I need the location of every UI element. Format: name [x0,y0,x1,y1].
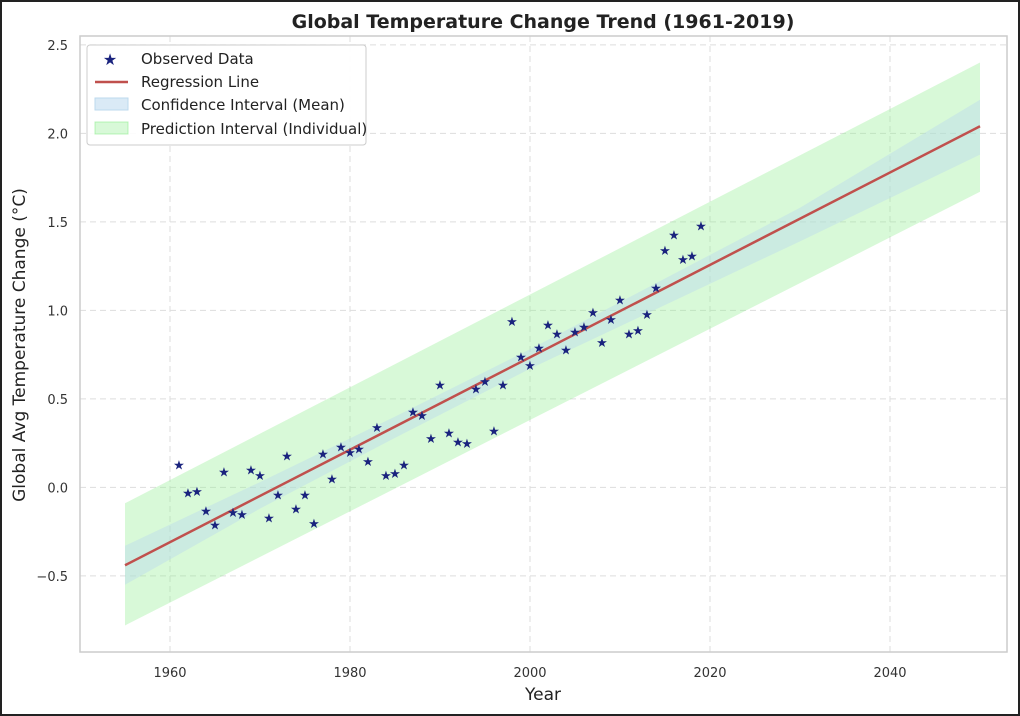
legend-label-confidence: Confidence Interval (Mean) [141,96,345,114]
data-point: ★ [344,446,356,461]
data-point: ★ [524,359,536,374]
data-point: ★ [326,473,338,488]
legend: ★ Observed Data Regression Line Confiden… [86,44,367,146]
data-point: ★ [317,448,329,463]
x-tick-label: 2040 [873,666,906,681]
data-point: ★ [560,343,572,358]
data-point: ★ [569,326,581,341]
interval-bands [125,62,980,626]
x-tick-label: 1980 [333,666,366,681]
legend-label-regression: Regression Line [141,73,259,91]
x-tick-label: 1960 [153,666,186,681]
data-point: ★ [218,465,230,480]
data-point: ★ [398,458,410,473]
data-point: ★ [425,432,437,447]
data-point: ★ [641,308,653,323]
data-point: ★ [281,450,293,465]
data-point: ★ [695,219,707,234]
data-point: ★ [461,437,473,452]
data-point: ★ [371,421,383,436]
data-point: ★ [632,324,644,339]
data-point: ★ [497,379,509,394]
data-point: ★ [605,313,617,328]
data-point: ★ [380,469,392,484]
data-point: ★ [470,382,482,397]
data-point: ★ [182,487,194,502]
data-point: ★ [677,253,689,268]
y-tick-label: 0.5 [47,393,68,408]
data-point: ★ [452,435,464,450]
regression-line-group [124,125,981,567]
data-point: ★ [416,409,428,424]
data-point: ★ [434,379,446,394]
data-point: ★ [479,375,491,390]
data-point: ★ [596,336,608,351]
x-tick-label: 2000 [513,666,546,681]
data-point: ★ [290,503,302,518]
y-tick-label: 2.0 [47,127,68,142]
data-point: ★ [362,455,374,470]
data-point: ★ [254,469,266,484]
data-point: ★ [551,327,563,342]
data-point: ★ [173,458,185,473]
observed-points: ★★★★★★★★★★★★★★★★★★★★★★★★★★★★★★★★★★★★★★★★… [173,219,707,533]
prediction-interval-band [125,62,980,626]
data-point: ★ [533,342,545,357]
legend-label-observed: Observed Data [141,50,254,68]
y-axis-label: Global Avg Temperature Change (°C) [10,188,30,502]
legend-label-prediction: Prediction Interval (Individual) [141,120,367,138]
x-axis-label: Year [524,685,561,705]
data-point: ★ [659,244,671,259]
data-point: ★ [407,405,419,420]
data-point: ★ [236,508,248,523]
data-point: ★ [542,319,554,334]
data-point: ★ [578,320,590,335]
y-tick-label: 2.5 [47,39,68,54]
y-tick-label: 1.0 [47,304,68,319]
data-point: ★ [263,511,275,526]
plot-area [79,35,1008,653]
legend-prediction-swatch [94,121,129,135]
data-point: ★ [686,249,698,264]
data-point: ★ [488,425,500,440]
data-point: ★ [587,306,599,321]
data-point: ★ [209,519,221,534]
data-point: ★ [353,442,365,457]
y-tick-label: 1.5 [47,216,68,231]
data-point: ★ [272,488,284,503]
data-point: ★ [389,467,401,482]
data-point: ★ [650,281,662,296]
data-point: ★ [200,504,212,519]
x-axis-ticks: 1960 1980 2000 2020 2040 [153,666,906,681]
legend-box [86,44,367,146]
y-tick-label: −0.5 [36,570,68,585]
data-point: ★ [443,427,455,442]
data-point: ★ [191,485,203,500]
y-tick-label: 0.0 [47,481,68,496]
data-point: ★ [299,488,311,503]
data-point: ★ [227,506,239,521]
regression-line [124,125,981,567]
data-point: ★ [668,228,680,243]
data-point: ★ [245,464,257,479]
data-point: ★ [515,350,527,365]
y-axis-ticks: −0.5 0.0 0.5 1.0 1.5 2.0 2.5 [36,39,68,585]
data-point: ★ [623,327,635,342]
confidence-interval-band [125,99,980,585]
legend-star-icon: ★ [103,50,117,69]
data-point: ★ [506,315,518,330]
data-point: ★ [614,294,626,309]
chart-title: Global Temperature Change Trend (1961-20… [292,11,795,33]
legend-confidence-swatch [94,97,129,111]
x-tick-label: 2020 [693,666,726,681]
data-point: ★ [335,441,347,456]
data-point: ★ [308,517,320,532]
